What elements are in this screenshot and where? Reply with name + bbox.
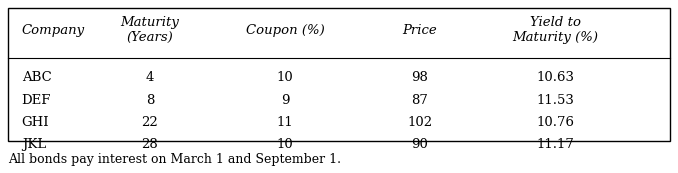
Text: 11.17: 11.17 xyxy=(536,138,574,151)
Text: 10: 10 xyxy=(277,138,294,151)
Text: Company: Company xyxy=(22,24,85,37)
Text: ABC: ABC xyxy=(22,71,52,84)
Text: GHI: GHI xyxy=(22,116,49,129)
Text: 102: 102 xyxy=(407,116,433,129)
Text: 8: 8 xyxy=(146,94,154,107)
Text: All bonds pay interest on March 1 and September 1.: All bonds pay interest on March 1 and Se… xyxy=(8,153,341,166)
Text: 9: 9 xyxy=(281,94,290,107)
Text: Maturity
(Years): Maturity (Years) xyxy=(121,16,180,44)
Text: 11.53: 11.53 xyxy=(536,94,574,107)
Text: Yield to
Maturity (%): Yield to Maturity (%) xyxy=(512,16,598,44)
Text: 4: 4 xyxy=(146,71,154,84)
Text: 28: 28 xyxy=(142,138,158,151)
Text: 87: 87 xyxy=(412,94,428,107)
Text: JKL: JKL xyxy=(22,138,46,151)
Text: 10.76: 10.76 xyxy=(536,116,574,129)
Text: Coupon (%): Coupon (%) xyxy=(245,24,324,37)
Text: 10: 10 xyxy=(277,71,294,84)
Text: 10.63: 10.63 xyxy=(536,71,574,84)
Text: 11: 11 xyxy=(277,116,294,129)
Text: 22: 22 xyxy=(142,116,158,129)
Text: 98: 98 xyxy=(412,71,428,84)
FancyBboxPatch shape xyxy=(8,8,670,141)
Text: 90: 90 xyxy=(412,138,428,151)
Text: DEF: DEF xyxy=(22,94,51,107)
Text: Price: Price xyxy=(403,24,437,37)
